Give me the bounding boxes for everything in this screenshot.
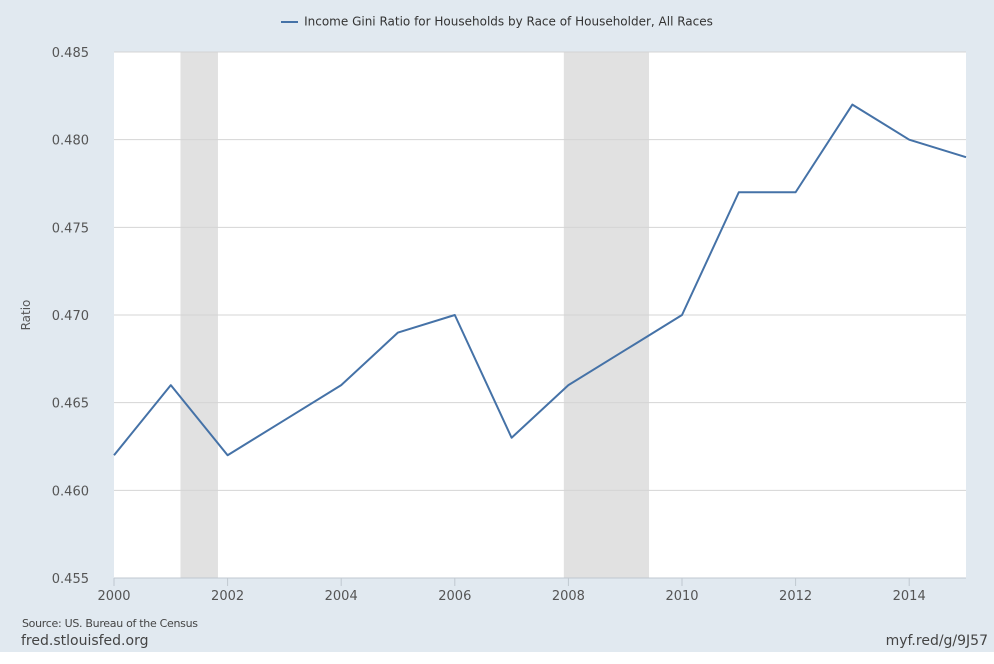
y-tick-label: 0.470 bbox=[52, 309, 89, 324]
y-axis-label: Ratio bbox=[19, 300, 33, 331]
legend-swatch bbox=[281, 20, 299, 23]
source-note: Source: US. Bureau of the Census bbox=[22, 617, 198, 630]
y-tick-label: 0.480 bbox=[52, 134, 89, 149]
y-tick-label: 0.485 bbox=[52, 46, 89, 61]
x-tick-label: 2004 bbox=[325, 589, 358, 604]
y-axis: 0.455 0.460 0.465 0.470 0.475 0.480 0.485 bbox=[52, 46, 89, 587]
x-axis: 2000 2002 2004 2006 2008 2010 2012 2014 bbox=[97, 577, 966, 604]
y-tick-label: 0.460 bbox=[52, 484, 89, 499]
x-tick-label: 2000 bbox=[97, 589, 130, 604]
short-link[interactable]: myf.red/g/9J57 bbox=[885, 633, 988, 649]
data-line bbox=[113, 103, 967, 457]
y-tick-label: 0.465 bbox=[52, 397, 89, 412]
y-tick-label: 0.455 bbox=[52, 572, 89, 587]
y-tick-label: 0.475 bbox=[52, 221, 89, 236]
x-tick-label: 2002 bbox=[211, 589, 244, 604]
legend: Income Gini Ratio for Households by Race… bbox=[0, 14, 994, 29]
x-tick-label: 2012 bbox=[779, 589, 812, 604]
x-tick-label: 2014 bbox=[893, 589, 926, 604]
x-tick-label: 2008 bbox=[552, 589, 585, 604]
site-link[interactable]: fred.stlouisfed.org bbox=[21, 633, 149, 649]
legend-label: Income Gini Ratio for Households by Race… bbox=[304, 14, 713, 29]
x-tick-label: 2010 bbox=[665, 589, 698, 604]
x-tick-label: 2006 bbox=[438, 589, 471, 604]
